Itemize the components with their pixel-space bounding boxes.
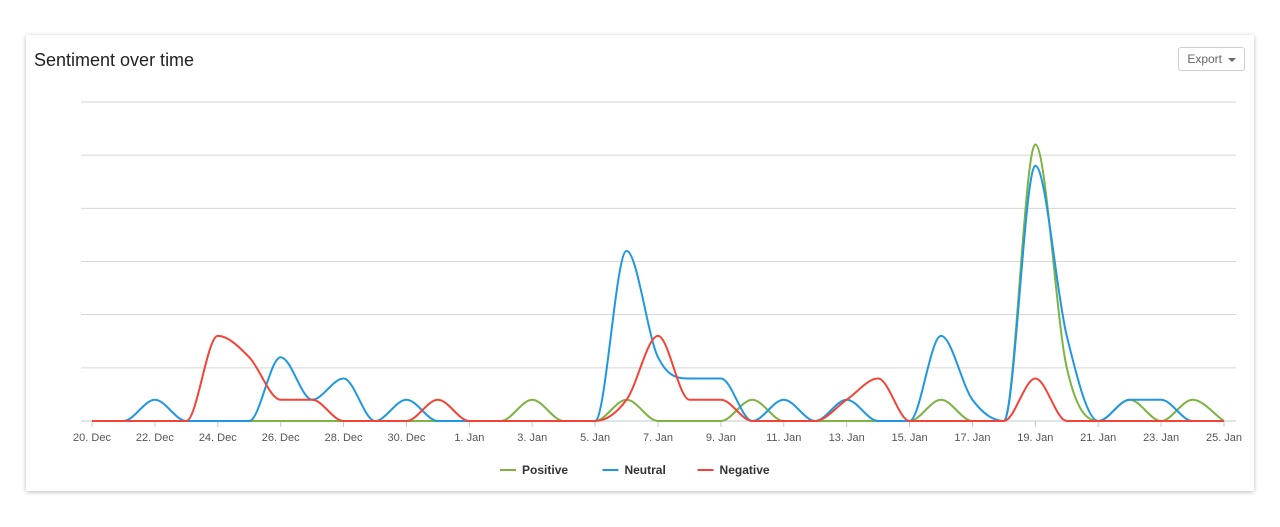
x-tick-label: 5. Jan	[580, 432, 610, 444]
x-tick-label: 19. Jan	[1017, 432, 1053, 444]
x-tick-label: 22. Dec	[136, 432, 174, 444]
legend-item-positive[interactable]: Positive	[500, 463, 568, 477]
x-tick-label: 20. Dec	[73, 432, 111, 444]
export-button[interactable]: Export	[1178, 47, 1245, 71]
x-tick-label: 9. Jan	[706, 432, 736, 444]
x-tick-label: 28. Dec	[325, 432, 363, 444]
x-tick-label: 3. Jan	[517, 432, 547, 444]
legend-label: Neutral	[624, 463, 665, 477]
x-axis: 20. Dec 22. Dec 24. Dec 26. Dec 28. Dec 30. D…	[73, 421, 1242, 444]
line-chart: 20. Dec 22. Dec 24. Dec 26. Dec 28. Dec 30. D…	[73, 101, 1242, 477]
x-tick-label: 11. Jan	[766, 432, 801, 444]
x-tick-label: 25. Jan	[1206, 432, 1242, 444]
chart-card: Sentiment over time Export 20. Dec 22. De…	[26, 35, 1254, 491]
series-line-neutral[interactable]	[92, 164, 1224, 422]
x-tick-label: 30. Dec	[387, 432, 425, 444]
legend-item-neutral[interactable]: Neutral	[602, 463, 666, 477]
x-tick-label: 26. Dec	[262, 432, 300, 444]
x-tick-label: 24. Dec	[199, 432, 237, 444]
x-tick-label: 23. Jan	[1143, 432, 1179, 444]
x-tick-label: 15. Jan	[892, 432, 928, 444]
legend-label: Positive	[522, 463, 568, 477]
series-group	[92, 143, 1225, 422]
x-tick-label: 7. Jan	[643, 432, 673, 444]
x-tick-label: 1. Jan	[454, 432, 484, 444]
legend: Positive Neutral Negative	[500, 463, 770, 477]
chart-title: Sentiment over time	[34, 50, 195, 70]
legend-item-negative[interactable]: Negative	[697, 463, 770, 477]
x-tick-label: 17. Jan	[954, 432, 990, 444]
legend-label: Negative	[720, 463, 770, 477]
export-label: Export	[1187, 52, 1222, 66]
series-line-positive[interactable]	[92, 143, 1225, 422]
series-line-negative[interactable]	[92, 334, 1224, 422]
gridlines	[81, 101, 1236, 422]
x-tick-label: 21. Jan	[1080, 432, 1116, 444]
x-tick-label: 13. Jan	[829, 432, 865, 444]
chevron-down-icon	[1228, 57, 1236, 62]
